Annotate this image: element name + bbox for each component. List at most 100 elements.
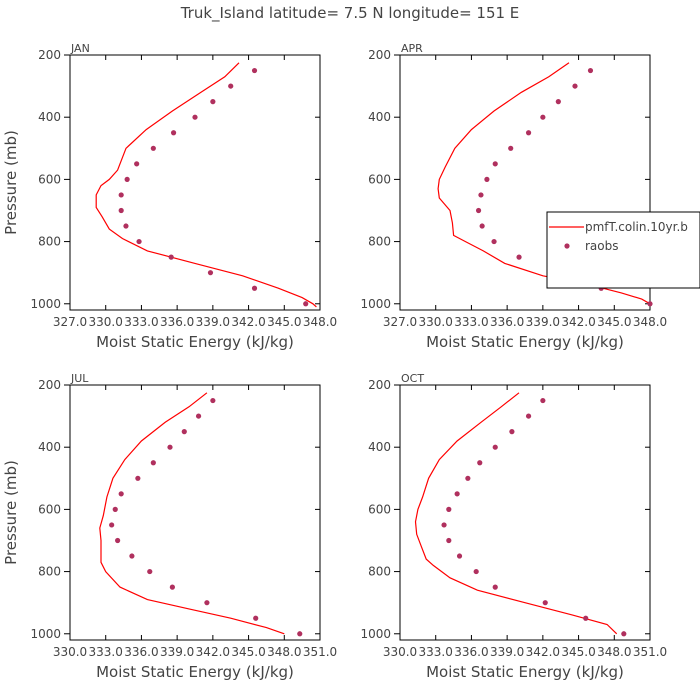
raobs-point bbox=[477, 460, 483, 466]
raobs-point bbox=[112, 506, 118, 512]
y-tick-label: 600 bbox=[38, 502, 61, 516]
raobs-point bbox=[129, 553, 135, 559]
series-line-model bbox=[414, 392, 618, 635]
x-tick-label: 333.0 bbox=[124, 315, 158, 329]
legend-box bbox=[546, 211, 700, 289]
x-tick-label: 330.0 bbox=[53, 645, 87, 659]
figure-title: Truk_Island latitude= 7.5 N longitude= 1… bbox=[180, 4, 520, 23]
x-tick-label: 342.0 bbox=[561, 315, 595, 329]
y-axis-title: Pressure (mb) bbox=[2, 460, 20, 565]
y-tick-label: 400 bbox=[368, 440, 391, 454]
y-tick-label: 1000 bbox=[30, 627, 61, 641]
raobs-point bbox=[150, 460, 156, 466]
raobs-point bbox=[465, 475, 471, 481]
panel-apr: APR 327.0 330.0 333.0 336.0 339.0 342.0 345.0 34… bbox=[360, 42, 700, 351]
raobs-point bbox=[204, 600, 210, 606]
raobs-point bbox=[555, 99, 561, 105]
x-tick-label: 345.0 bbox=[267, 315, 301, 329]
raobs-point bbox=[441, 522, 447, 528]
x-axis-title: Moist Static Energy (kJ/kg) bbox=[426, 333, 624, 351]
raobs-point bbox=[167, 444, 173, 450]
legend: pmfT.colin.10yr.b raobs bbox=[546, 211, 700, 289]
x-tick-label: 351.0 bbox=[633, 645, 667, 659]
x-axis-title: Moist Static Energy (kJ/kg) bbox=[426, 663, 624, 681]
x-tick-label: 327.0 bbox=[383, 315, 417, 329]
raobs-point bbox=[136, 238, 142, 245]
series-line-model bbox=[99, 392, 285, 635]
plot-frame bbox=[69, 54, 321, 311]
x-tick-label: 348.0 bbox=[267, 645, 301, 659]
raobs-point bbox=[181, 429, 187, 435]
raobs-point bbox=[170, 130, 177, 136]
y-tick-label: 200 bbox=[38, 48, 61, 62]
x-tick-label: 339.0 bbox=[196, 315, 230, 329]
x-tick-label: 342.0 bbox=[231, 315, 265, 329]
panel-jul: JUL 330.0 333.0 336.0 339.0 342.0 345.0 348.0 35… bbox=[2, 372, 337, 681]
x-tick-label: 333.0 bbox=[454, 315, 488, 329]
x-tick-label: 336.0 bbox=[454, 645, 488, 659]
x-axis-title: Moist Static Energy (kJ/kg) bbox=[96, 333, 294, 351]
raobs-point bbox=[492, 444, 498, 450]
legend-label-model: pmfT.colin.10yr.b bbox=[585, 220, 688, 234]
y-tick-label: 600 bbox=[368, 502, 391, 516]
x-tick-label: 348.0 bbox=[303, 315, 337, 329]
raobs-point bbox=[525, 413, 532, 419]
raobs-point bbox=[150, 145, 156, 151]
raobs-point bbox=[647, 301, 653, 307]
panel-label-jul: JUL bbox=[70, 372, 89, 385]
raobs-point bbox=[251, 285, 258, 291]
x-tick-label: 345.0 bbox=[231, 645, 265, 659]
x-tick-label: 330.0 bbox=[383, 645, 417, 659]
raobs-point bbox=[583, 615, 589, 621]
raobs-point bbox=[303, 301, 309, 307]
x-tick-label: 330.0 bbox=[419, 315, 453, 329]
raobs-point bbox=[456, 553, 463, 559]
y-tick-label: 800 bbox=[368, 565, 391, 579]
raobs-point bbox=[118, 207, 124, 214]
x-tick-label: 345.0 bbox=[597, 315, 631, 329]
raobs-point bbox=[169, 584, 175, 590]
y-tick-label: 800 bbox=[38, 235, 61, 249]
raobs-point bbox=[540, 397, 546, 404]
x-tick-label: 351.0 bbox=[303, 645, 337, 659]
y-tick-label: 1000 bbox=[360, 627, 391, 641]
x-tick-label: 339.0 bbox=[160, 645, 194, 659]
raobs-point bbox=[297, 631, 303, 637]
x-tick-label: 333.0 bbox=[89, 645, 123, 659]
x-tick-label: 330.0 bbox=[89, 315, 123, 329]
y-tick-label: 400 bbox=[38, 110, 61, 124]
raobs-point bbox=[115, 537, 121, 544]
x-tick-label: 327.0 bbox=[53, 315, 87, 329]
raobs-point bbox=[509, 429, 515, 435]
raobs-point bbox=[492, 161, 498, 167]
x-tick-label: 339.0 bbox=[490, 645, 524, 659]
raobs-point bbox=[475, 207, 482, 214]
x-axis-title: Moist Static Energy (kJ/kg) bbox=[96, 663, 294, 681]
x-tick-label: 342.0 bbox=[526, 645, 560, 659]
raobs-point bbox=[210, 397, 216, 404]
plot-frame bbox=[399, 54, 651, 311]
x-tick-label: 348.0 bbox=[597, 645, 631, 659]
raobs-point bbox=[508, 145, 514, 151]
raobs-point bbox=[147, 568, 153, 575]
raobs-point bbox=[478, 192, 484, 198]
y-tick-label: 1000 bbox=[30, 297, 61, 311]
y-axis-title: Pressure (mb) bbox=[2, 130, 20, 235]
raobs-point bbox=[479, 223, 485, 229]
x-tick-label: 348.0 bbox=[633, 315, 667, 329]
raobs-point bbox=[253, 615, 259, 621]
y-tick-label: 600 bbox=[368, 172, 391, 186]
raobs-point bbox=[195, 413, 202, 419]
raobs-point bbox=[118, 491, 124, 497]
legend-marker-swatch bbox=[564, 243, 570, 249]
raobs-point bbox=[207, 270, 214, 276]
plot-frame bbox=[69, 384, 321, 641]
raobs-point bbox=[542, 600, 548, 606]
raobs-point bbox=[134, 161, 140, 167]
x-tick-label: 342.0 bbox=[196, 645, 230, 659]
panel-label-apr: APR bbox=[401, 42, 423, 55]
raobs-point bbox=[621, 631, 627, 637]
raobs-point bbox=[446, 506, 452, 512]
